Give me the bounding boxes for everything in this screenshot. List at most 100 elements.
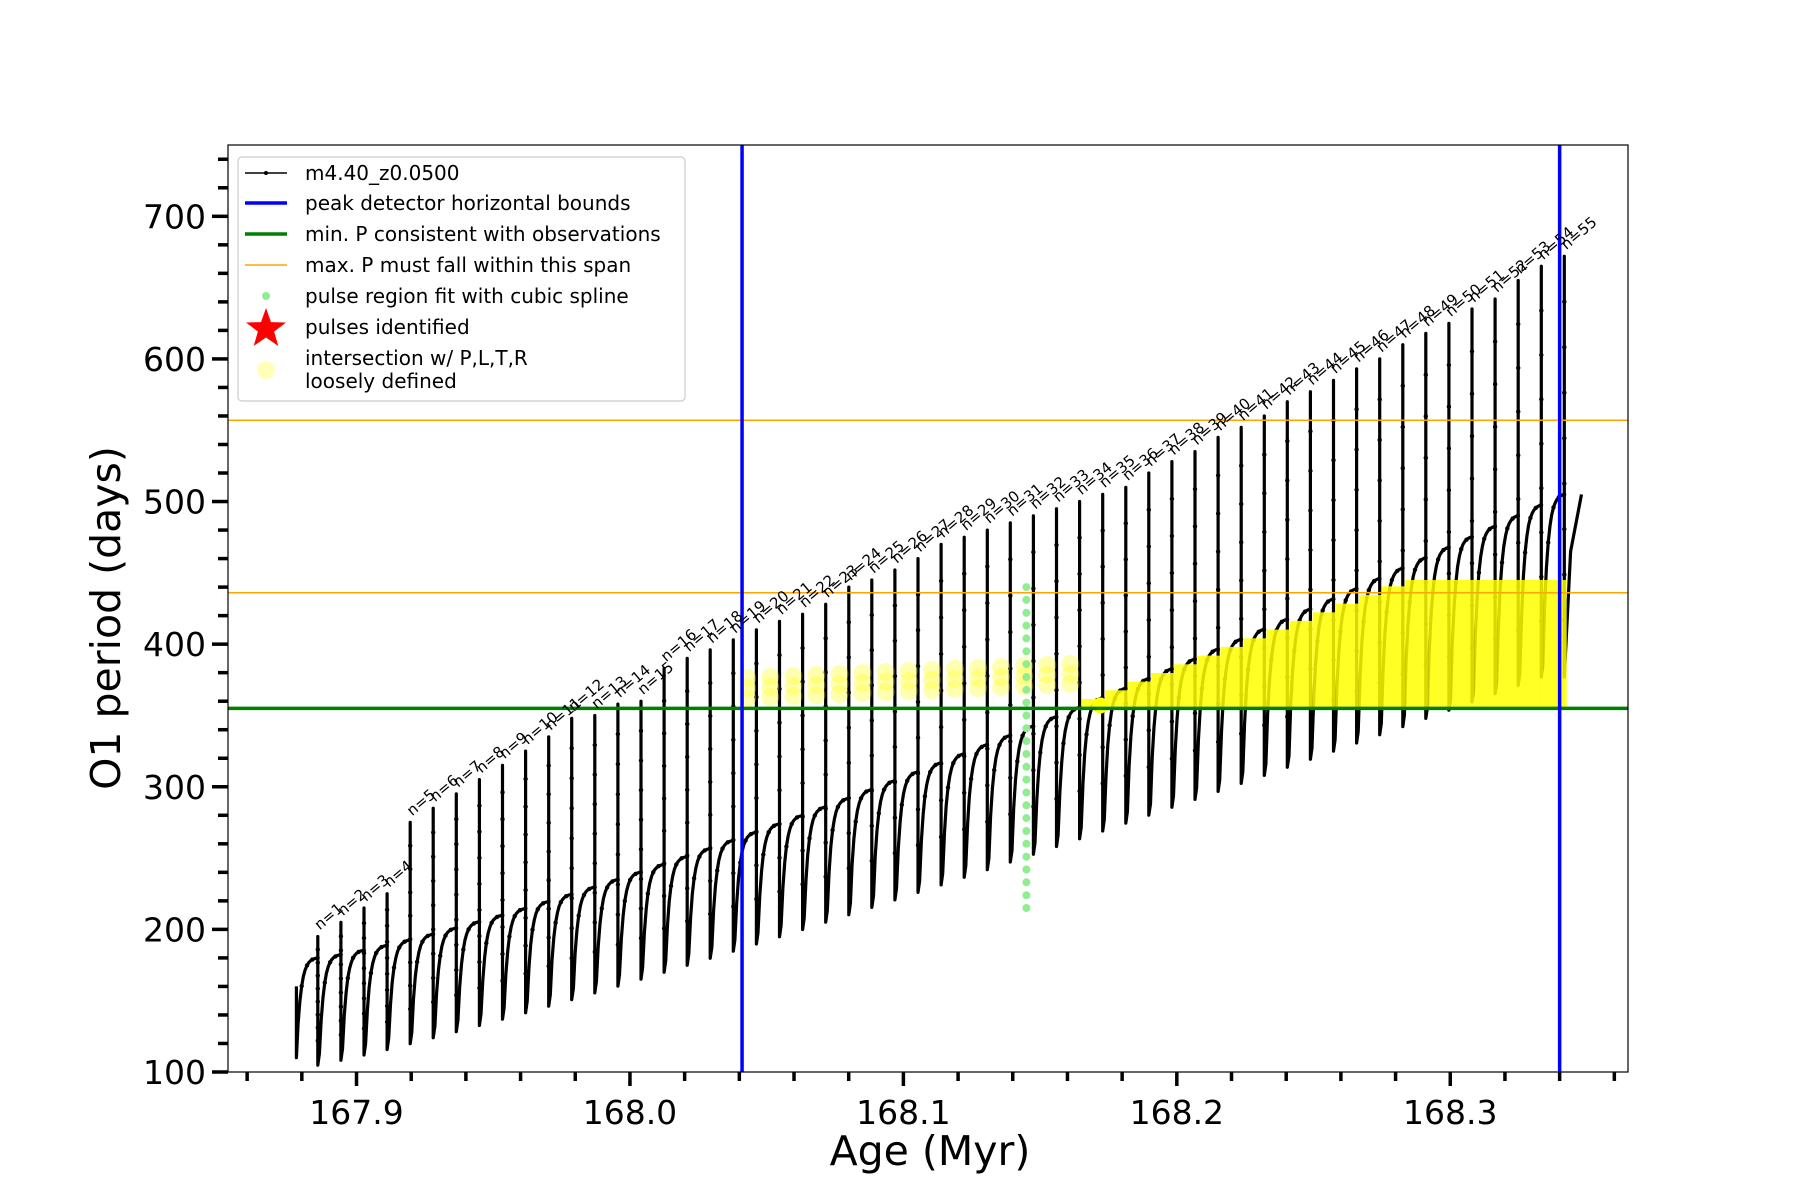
series-point	[638, 728, 644, 733]
series-point	[899, 802, 904, 807]
intersection-point	[784, 687, 803, 705]
series-point	[384, 955, 390, 961]
legend-label: peak detector horizontal bounds	[305, 191, 631, 215]
series-point	[633, 871, 638, 877]
series-point	[1400, 383, 1406, 388]
series-point	[956, 753, 961, 759]
series-point	[1423, 455, 1429, 460]
series-point	[823, 840, 828, 845]
series-point	[1123, 686, 1128, 691]
series-point	[1320, 608, 1325, 613]
series-point	[1100, 781, 1105, 786]
series-point	[1505, 526, 1510, 531]
series-point	[1516, 322, 1521, 327]
legend-swatch	[262, 292, 270, 300]
series-point	[430, 932, 436, 937]
series-point	[1492, 339, 1498, 344]
series-point	[938, 798, 944, 803]
series-point	[361, 935, 367, 941]
series-point	[558, 899, 564, 905]
series-point	[731, 837, 736, 842]
intersection-point	[807, 666, 826, 684]
spline-point	[1022, 583, 1031, 592]
series-point	[615, 942, 621, 947]
series-point	[1423, 414, 1429, 419]
series-point	[892, 815, 898, 820]
series-point	[731, 804, 736, 809]
intersection-point	[830, 675, 849, 693]
intersection-point	[1061, 675, 1080, 693]
series-point	[1146, 728, 1152, 733]
series-point	[997, 742, 1002, 748]
series-point	[384, 1019, 390, 1025]
legend-item: pulses identified	[246, 308, 470, 346]
series-point	[1469, 349, 1475, 354]
series-point	[1215, 473, 1221, 478]
series-point	[338, 952, 343, 957]
series-point	[315, 986, 320, 991]
series-point	[1123, 557, 1129, 562]
legend-label: intersection w/ P,L,T,R	[305, 346, 528, 370]
series-point	[887, 780, 892, 785]
intersection-point	[761, 688, 780, 706]
intersection-point	[853, 664, 872, 682]
series-point	[685, 689, 690, 694]
series-point	[345, 975, 350, 981]
series-point	[315, 1025, 320, 1030]
x-axis-title: Age (Myr)	[830, 1127, 1031, 1175]
series-point	[1516, 365, 1521, 371]
intersection-band	[1382, 586, 1406, 709]
series-point	[1215, 647, 1221, 652]
series-point	[1377, 576, 1382, 581]
series-point	[1284, 617, 1290, 622]
series-point	[592, 801, 597, 807]
series-point	[985, 783, 990, 788]
series-point	[1423, 538, 1429, 544]
series-point	[1476, 570, 1482, 575]
series-point	[1459, 547, 1464, 552]
series-point	[523, 804, 528, 809]
series-point	[1169, 608, 1175, 613]
intersection-point	[992, 668, 1011, 686]
series-point	[1077, 716, 1082, 721]
series-point	[962, 754, 967, 759]
series-point	[979, 744, 984, 750]
series-point	[546, 963, 551, 969]
series-point	[651, 870, 656, 875]
intersection-band	[1289, 620, 1313, 709]
series-point	[1441, 547, 1446, 553]
series-point	[454, 892, 459, 897]
series-point	[697, 854, 702, 859]
series-point	[656, 864, 661, 869]
series-point	[1354, 568, 1359, 573]
series-point	[1516, 453, 1521, 458]
series-point	[453, 926, 459, 931]
series-point	[477, 855, 482, 860]
series-point	[592, 885, 597, 890]
series-point	[408, 843, 413, 848]
series-point	[777, 821, 782, 827]
series-point	[708, 845, 713, 851]
spline-point	[1022, 852, 1031, 861]
series-point	[361, 1011, 367, 1016]
spline-point	[1022, 634, 1031, 643]
legend-label: pulses identified	[305, 315, 470, 339]
series-point	[1539, 530, 1544, 535]
series-point	[627, 877, 633, 883]
series-point	[800, 747, 805, 752]
spline-point	[1022, 711, 1031, 720]
intersection-band	[1174, 664, 1198, 709]
series-point	[1123, 665, 1129, 670]
series-point	[1423, 555, 1428, 561]
series-point	[523, 832, 528, 837]
series-point	[408, 866, 413, 872]
series-point	[315, 960, 320, 965]
series-point	[985, 600, 990, 606]
intersection-band	[1128, 681, 1152, 709]
series-point	[823, 738, 828, 743]
series-point	[1538, 502, 1544, 508]
series-point	[1423, 497, 1429, 502]
series-point	[1239, 540, 1244, 545]
legend-item: m4.40_z0.0500	[245, 161, 460, 185]
series-point	[1238, 637, 1244, 642]
